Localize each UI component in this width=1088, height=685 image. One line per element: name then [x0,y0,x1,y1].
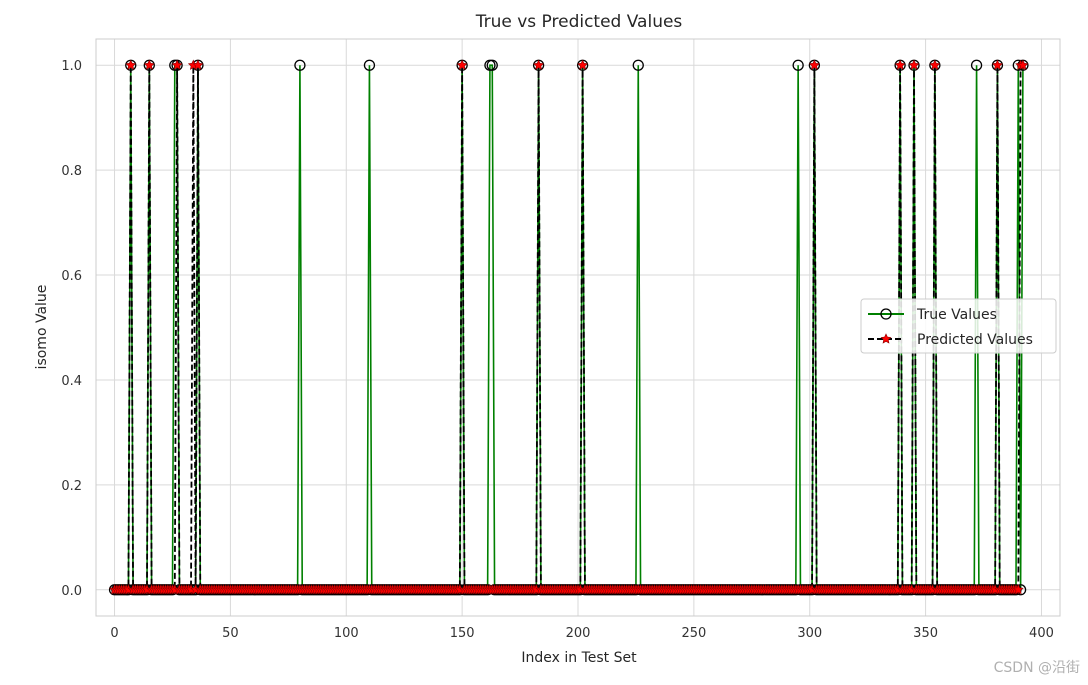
true-value-point [294,59,306,71]
predicted-values-markers [109,59,1029,595]
predicted-value-point [533,59,545,70]
legend-pred-label: Predicted Values [917,332,1033,348]
legend-true-marker [880,308,892,320]
predicted-value-point [1012,584,1024,595]
x-tick-label: 250 [681,626,706,641]
predicted-value-point [1017,59,1029,70]
true-value-point [792,59,804,71]
true-value-point [632,59,644,71]
x-axis-label: Index in Test Set [521,650,637,666]
chart-title: True vs Predicted Values [475,12,683,32]
x-tick-label: 100 [334,626,359,641]
plot-area [95,38,1061,617]
y-tick-label: 0.6 [61,269,82,284]
watermark: CSDN @沿街 [993,660,1080,676]
y-axis-ticks: 0.0 0.2 0.4 0.6 0.8 1.0 [61,59,82,599]
legend-true-label: True Values [916,307,997,323]
predicted-value-point [125,59,137,70]
predicted-value-point [456,59,468,70]
predicted-value-point [808,59,820,70]
legend-box [860,298,1057,354]
x-tick-label: 200 [566,626,591,641]
predicted-value-point [929,59,941,70]
y-tick-label: 1.0 [61,59,82,74]
y-tick-label: 0.0 [61,584,82,599]
x-tick-label: 0 [110,626,118,641]
series-layer [108,59,1029,596]
y-tick-label: 0.2 [61,479,82,494]
x-tick-label: 350 [913,626,938,641]
predicted-value-point [192,59,204,70]
y-tick-label: 0.4 [61,374,82,389]
predicted-value-point [171,59,183,70]
y-tick-label: 0.8 [61,164,82,179]
predicted-value-point [894,59,906,70]
x-tick-label: 150 [450,626,475,641]
true-value-point [486,59,498,71]
x-axis-ticks: 0 50 100 150 200 250 300 350 400 [110,626,1053,641]
predicted-value-point [143,59,155,70]
true-value-point [970,59,983,71]
predicted-value-point [991,59,1003,70]
legend-pred-marker [880,333,892,344]
true-value-point [363,59,376,71]
legend: True Values Predicted Values [860,298,1057,354]
predicted-value-point [908,59,920,70]
x-tick-label: 50 [222,626,239,641]
y-axis-label: isomo Value [34,285,50,370]
x-tick-label: 300 [797,626,822,641]
x-tick-label: 400 [1029,626,1054,641]
predicted-value-point [577,59,589,70]
